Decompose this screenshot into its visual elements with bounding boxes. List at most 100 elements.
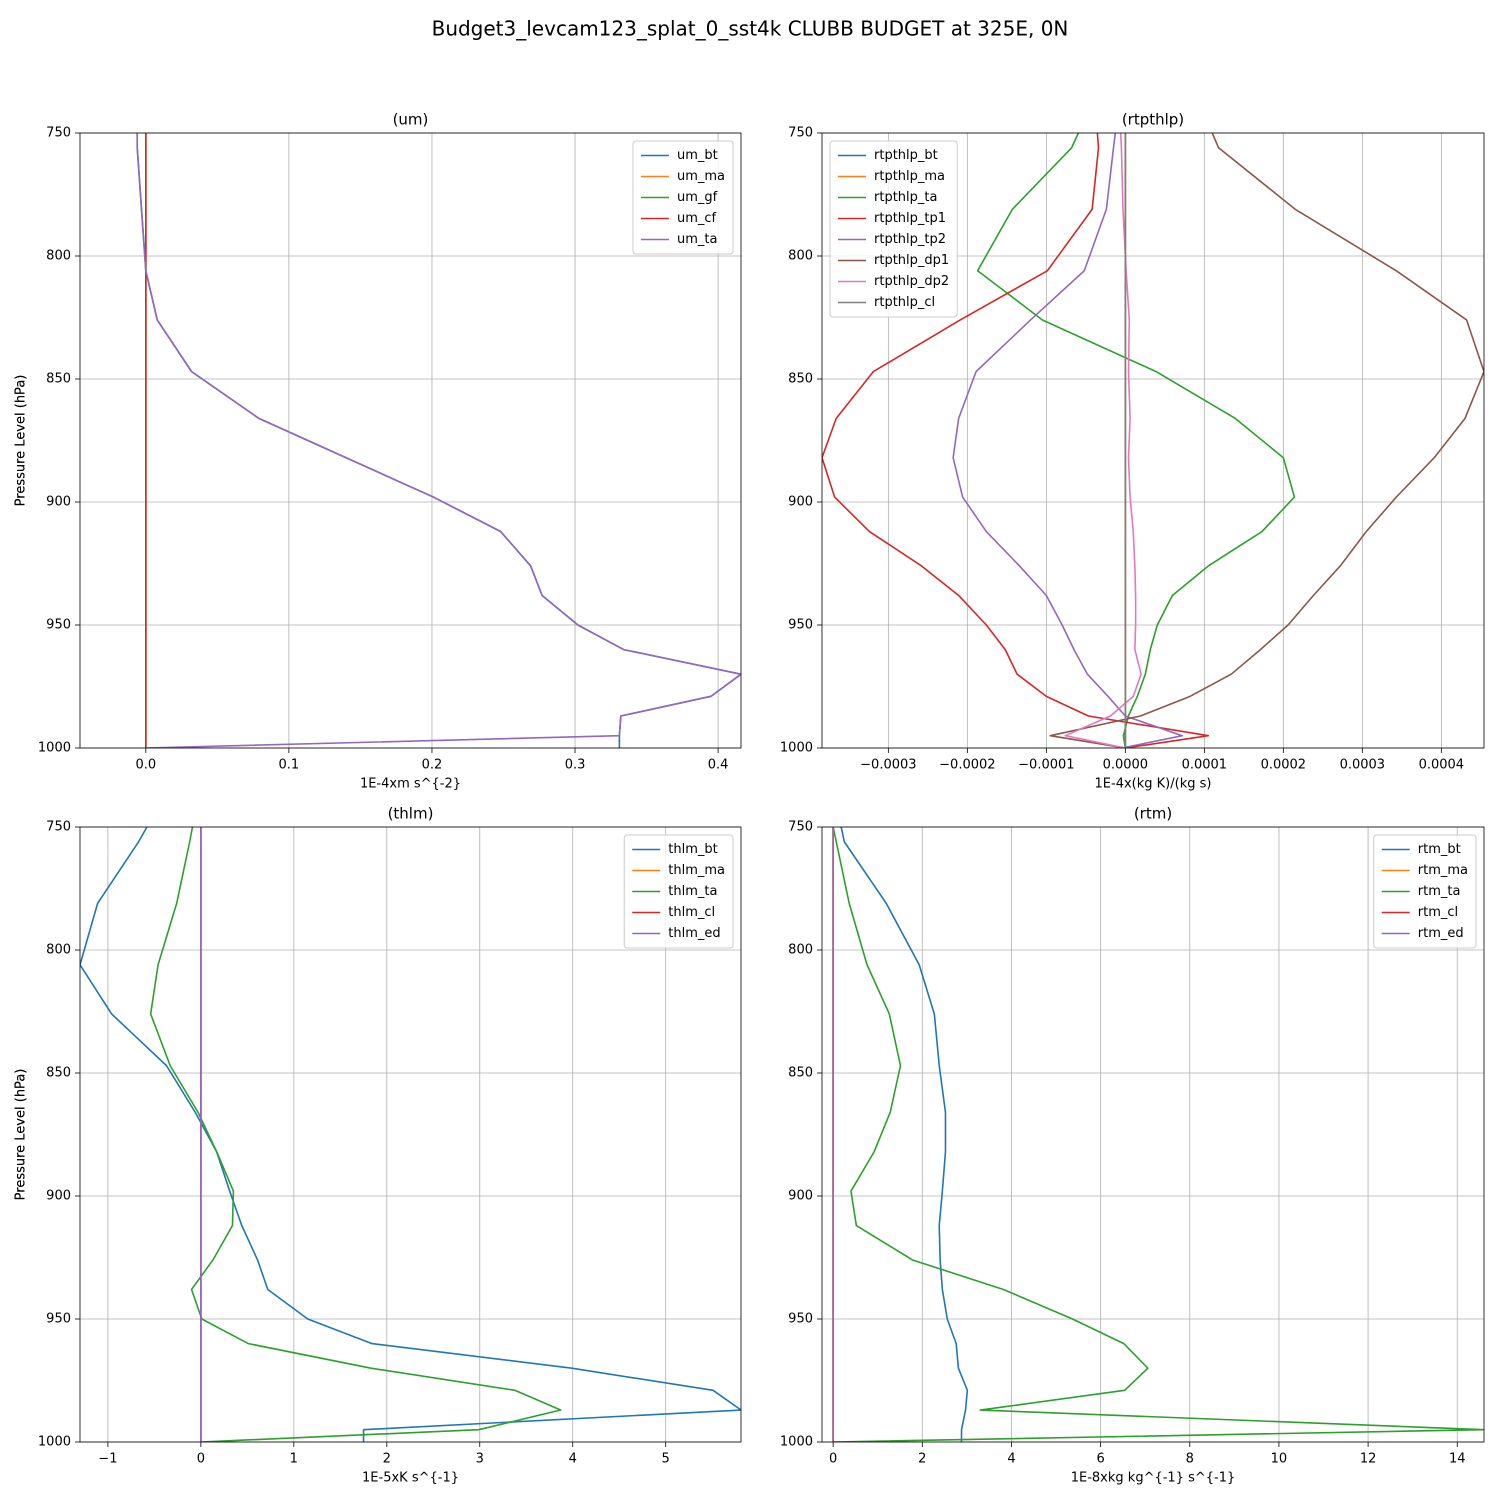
x-tick-label: 8 xyxy=(1186,1452,1194,1467)
x-tick-label: 14 xyxy=(1449,1452,1466,1467)
y-tick-label: 750 xyxy=(788,126,813,141)
legend-label: thlm_ta xyxy=(668,884,717,899)
series-line xyxy=(976,133,1296,748)
figure-title: Budget3_levcam123_splat_0_sst4k CLUBB BU… xyxy=(432,17,1069,41)
series-line xyxy=(822,133,1210,748)
subplot: 0 2 4 6 8 10 12 147508008509009501000(rtm)1E-8x… xyxy=(14,805,1485,1486)
y-tick-label: 950 xyxy=(46,1312,71,1327)
subplot-title: (thlm) xyxy=(388,805,434,823)
y-tick-label: 950 xyxy=(788,1312,813,1327)
legend-label: rtm_ed xyxy=(1418,926,1464,941)
subplot-title: (rtpthlp) xyxy=(1122,111,1184,129)
x-tick-label: 0.0001 xyxy=(1182,758,1228,773)
y-tick-label: 900 xyxy=(788,495,813,510)
x-tick-label: −0.0003 xyxy=(860,758,916,773)
legend-label: um_ta xyxy=(677,232,717,247)
y-tick-label: 1000 xyxy=(38,1435,71,1450)
legend-label: rtm_bt xyxy=(1418,842,1461,857)
legend-label: um_ma xyxy=(677,169,725,184)
subplot-title: (rtm) xyxy=(1134,805,1172,823)
legend-label: rtpthlp_ta xyxy=(874,190,937,205)
y-axis-label: Pressure Level (hPa) xyxy=(14,375,29,507)
legend: rtpthlp_bt rtpthlp_ma rtpthlp_ta rtpthlp_tp… xyxy=(829,140,958,318)
legend-label: rtpthlp_ma xyxy=(874,169,945,184)
y-tick-label: 800 xyxy=(46,249,71,264)
legend-label: rtm_cl xyxy=(1418,905,1458,920)
legend-label: rtm_ma xyxy=(1418,863,1468,878)
x-axis-label: 1E-4x(kg K)/(kg s) xyxy=(1095,777,1212,792)
y-tick-label: 850 xyxy=(46,372,71,387)
plot-area xyxy=(80,133,741,748)
series-group xyxy=(136,133,741,748)
x-axis-label: 1E-5xK s^{-1} xyxy=(362,1471,459,1486)
y-tick-label: 850 xyxy=(788,1066,813,1081)
y-tick-label: 900 xyxy=(46,1189,71,1204)
legend-label: um_gf xyxy=(677,190,718,205)
x-tick-label: −1 xyxy=(98,1452,117,1467)
legend: um_bt um_ma um_gf um_cf um_ta xyxy=(632,140,734,255)
x-tick-label: 0.1 xyxy=(279,758,300,773)
x-tick-label: 0.4 xyxy=(708,758,729,773)
legend-frame xyxy=(623,834,734,949)
x-tick-label: 0 xyxy=(829,1452,837,1467)
series-line xyxy=(149,827,562,1442)
x-tick-label: 0.0004 xyxy=(1419,758,1465,773)
x-tick-label: 2 xyxy=(383,1452,391,1467)
x-tick-label: 4 xyxy=(1007,1452,1015,1467)
series-line xyxy=(840,827,969,1442)
x-tick-label: 0.2 xyxy=(422,758,443,773)
legend-label: rtpthlp_dp1 xyxy=(874,253,949,268)
legend-label: rtpthlp_cl xyxy=(874,295,935,310)
legend-label: rtpthlp_tp1 xyxy=(874,211,946,226)
x-tick-label: 3 xyxy=(476,1452,484,1467)
axes-frame xyxy=(821,132,1485,749)
legend-label: rtpthlp_tp2 xyxy=(874,232,946,247)
legend-frame xyxy=(1373,834,1477,949)
x-tick-label: 0.0003 xyxy=(1340,758,1386,773)
legend: rtm_bt rtm_ma rtm_ta rtm_cl rtm_ed xyxy=(1373,834,1477,949)
legend-label: thlm_ed xyxy=(668,926,720,941)
subplot: −1 0 1 2 3 4 5 750 800 850 900 950 1000 (thlm) 1E-5xK … xyxy=(14,805,742,1486)
y-tick-label: 750 xyxy=(46,820,71,835)
subplot: 0.0 0.1 0.2 0.3 0.4 750 800 850 900 950 1000 (um) 1E… xyxy=(14,111,742,792)
y-tick-label: 950 xyxy=(46,618,71,633)
x-axis-label: 1E-4xm s^{-2} xyxy=(360,777,461,792)
legend-label: thlm_ma xyxy=(668,863,725,878)
y-axis-label: Pressure Level (hPa) xyxy=(14,1069,29,1201)
series-line xyxy=(136,133,741,748)
y-tick-label: 750 xyxy=(46,126,71,141)
x-tick-label: 6 xyxy=(1096,1452,1104,1467)
series-group xyxy=(80,827,741,1442)
y-tick-label: 900 xyxy=(46,495,71,510)
legend-frame xyxy=(632,140,734,255)
y-tick-label: 850 xyxy=(788,372,813,387)
series-line xyxy=(80,827,741,1442)
y-tick-label: 1000 xyxy=(780,1435,813,1450)
series-line xyxy=(832,827,1484,1442)
x-axis-label: 1E-8xkg kg^{-1} s^{-1} xyxy=(1071,1471,1236,1486)
y-tick-label: 1000 xyxy=(38,741,71,756)
x-tick-label: 1 xyxy=(290,1452,298,1467)
subplot: −0.0003 −0.0002 −0.0001 0.0000 0.0001 0.0002 0… xyxy=(14,111,1485,792)
y-axis-label: Pressure Level (hPa) xyxy=(14,1069,29,1201)
series-group xyxy=(822,133,1484,748)
y-tick-label: 800 xyxy=(788,249,813,264)
series-line xyxy=(1049,133,1484,748)
x-tick-label: 0.0002 xyxy=(1261,758,1307,773)
legend: thlm_bt thlm_ma thlm_ta thlm_cl thlm_ed xyxy=(623,834,734,949)
y-tick-label: 900 xyxy=(788,1189,813,1204)
x-tick-label: 0.0000 xyxy=(1103,758,1149,773)
x-tick-label: 0.3 xyxy=(565,758,586,773)
y-tick-label: 850 xyxy=(46,1066,71,1081)
x-tick-label: 4 xyxy=(569,1452,577,1467)
x-tick-label: 10 xyxy=(1271,1452,1288,1467)
x-tick-label: 2 xyxy=(918,1452,926,1467)
y-tick-label: 800 xyxy=(46,943,71,958)
y-axis-label: Pressure Level (hPa) xyxy=(14,375,29,507)
y-tick-label: 950 xyxy=(788,618,813,633)
legend-label: um_cf xyxy=(677,211,717,226)
y-tick-label: 750 xyxy=(788,820,813,835)
series-group xyxy=(832,827,1484,1442)
legend-label: rtm_ta xyxy=(1418,884,1461,899)
